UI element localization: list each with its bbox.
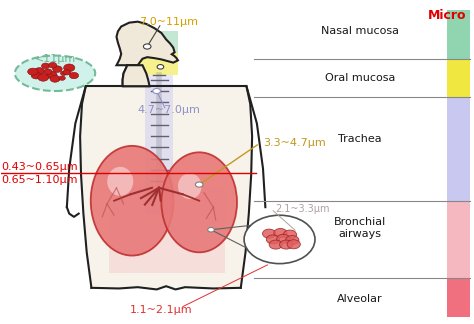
Circle shape — [144, 44, 151, 49]
Polygon shape — [123, 65, 150, 86]
Circle shape — [283, 230, 297, 239]
Circle shape — [31, 72, 41, 79]
Circle shape — [269, 240, 283, 249]
Circle shape — [195, 182, 203, 187]
Circle shape — [274, 228, 287, 237]
Bar — [447, 10, 470, 59]
Circle shape — [59, 76, 65, 80]
Text: Alveolar: Alveolar — [337, 294, 383, 304]
Bar — [447, 59, 470, 98]
Circle shape — [50, 75, 60, 82]
Circle shape — [69, 72, 79, 79]
Text: 7.0~11μm: 7.0~11μm — [139, 17, 198, 27]
Circle shape — [286, 236, 299, 245]
Circle shape — [244, 215, 315, 264]
Circle shape — [153, 88, 160, 94]
Bar — [133, 53, 178, 75]
Circle shape — [266, 235, 280, 244]
Text: Nasal mucosa: Nasal mucosa — [321, 26, 399, 36]
Text: 0.43~0.65μm: 0.43~0.65μm — [1, 162, 78, 172]
Ellipse shape — [107, 167, 133, 196]
Circle shape — [157, 64, 164, 69]
Text: 2.1~3.3μm: 2.1~3.3μm — [275, 204, 329, 214]
Bar — [133, 31, 178, 53]
Text: 1.1~2.1μm: 1.1~2.1μm — [130, 305, 193, 315]
Bar — [109, 186, 225, 273]
Circle shape — [42, 63, 50, 69]
Circle shape — [38, 74, 49, 81]
Circle shape — [64, 64, 75, 72]
Ellipse shape — [161, 152, 237, 252]
Text: Oral mucosa: Oral mucosa — [325, 73, 395, 83]
Circle shape — [280, 240, 293, 249]
Text: 0.65~1.10μm: 0.65~1.10μm — [1, 175, 78, 185]
Circle shape — [27, 68, 38, 75]
Circle shape — [208, 227, 214, 232]
Circle shape — [63, 70, 71, 75]
Polygon shape — [80, 86, 252, 288]
Polygon shape — [117, 22, 178, 65]
Circle shape — [44, 69, 52, 75]
Ellipse shape — [178, 173, 201, 199]
Bar — [447, 98, 470, 201]
Circle shape — [49, 63, 57, 68]
Bar — [447, 201, 470, 278]
Ellipse shape — [15, 55, 95, 91]
Circle shape — [263, 229, 276, 238]
Text: Bronchial
airways: Bronchial airways — [334, 217, 386, 239]
Circle shape — [53, 66, 62, 72]
Text: 4.7~7.0μm: 4.7~7.0μm — [137, 105, 200, 115]
Circle shape — [61, 71, 67, 75]
Circle shape — [35, 68, 45, 75]
Text: Micro: Micro — [428, 9, 466, 22]
Circle shape — [277, 234, 290, 243]
Text: <11μm: <11μm — [35, 54, 76, 64]
Ellipse shape — [91, 146, 173, 256]
Text: 3.3~4.7μm: 3.3~4.7μm — [263, 138, 326, 148]
Text: Trachea: Trachea — [338, 134, 382, 145]
Circle shape — [46, 71, 57, 78]
Circle shape — [287, 240, 301, 249]
Bar — [447, 278, 470, 317]
Bar — [145, 75, 173, 214]
